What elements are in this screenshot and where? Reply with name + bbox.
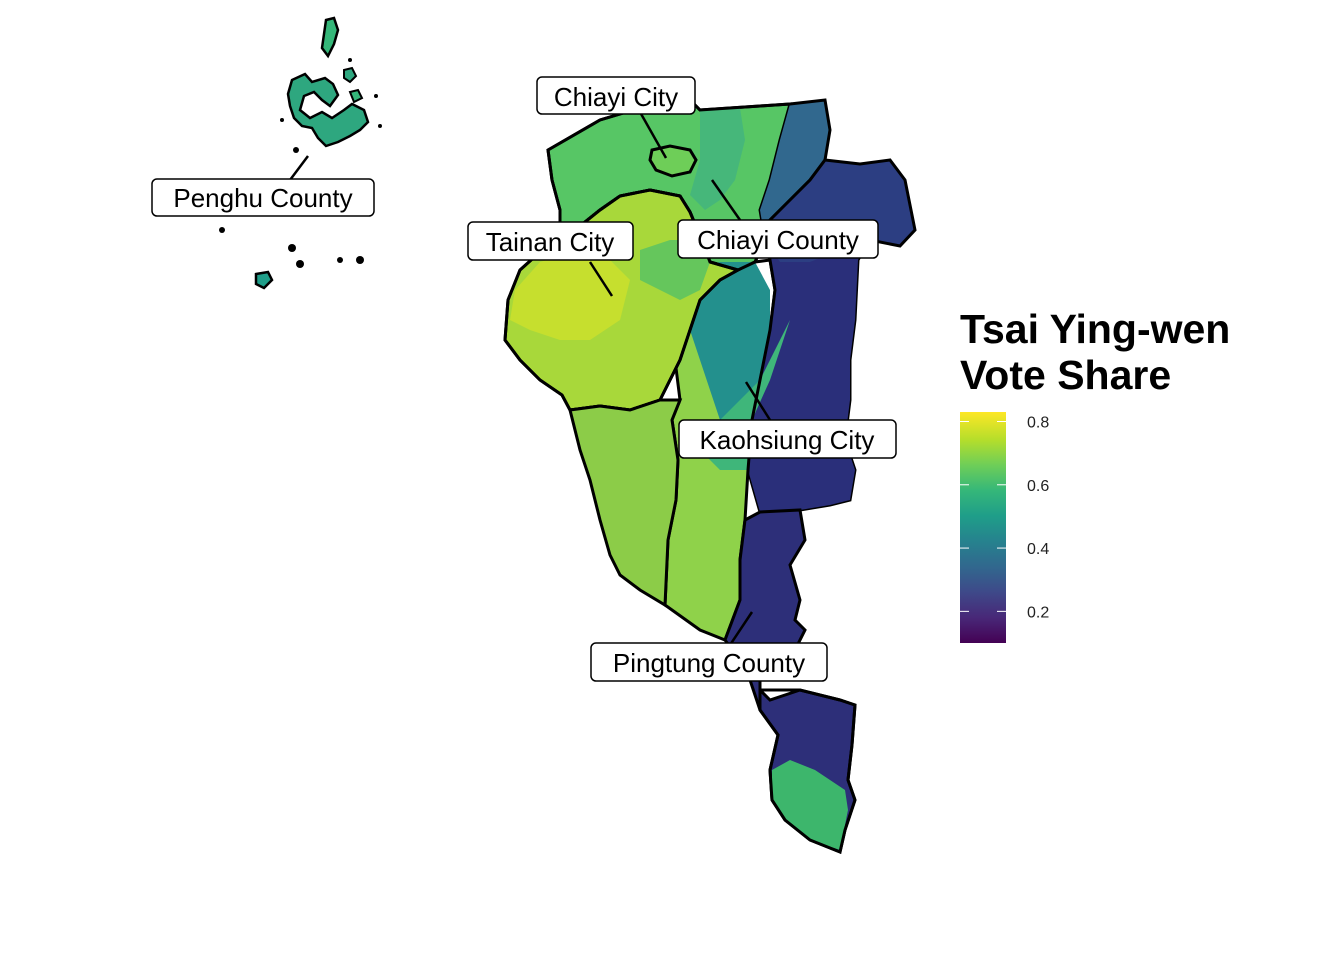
label-box <box>536 76 696 115</box>
legend-title: Tsai Ying-wen Vote Share <box>960 306 1290 398</box>
penghu-islet <box>356 256 364 264</box>
penghu-islet <box>280 118 284 122</box>
penghu-islet <box>219 227 225 233</box>
label-chiayi-county: Chiayi County <box>677 219 879 259</box>
leader-tainan <box>588 261 614 297</box>
penghu-islet <box>288 244 296 252</box>
leader-kaohsiung <box>744 381 772 421</box>
label-text: Penghu County <box>173 183 352 213</box>
label-chiayi-city: Chiayi City <box>536 76 696 115</box>
label-text: Chiayi City <box>554 82 678 112</box>
pingtung-tip-outline <box>758 688 857 855</box>
label-box <box>678 419 897 459</box>
leader-penghu <box>289 155 309 181</box>
penghu-islet <box>374 94 378 98</box>
label-penghu-county: Penghu County <box>151 178 375 217</box>
chiayi-city-region <box>648 144 698 178</box>
chiayi-county-east <box>760 100 830 240</box>
label-box <box>467 221 634 261</box>
penghu-south-islet <box>254 270 274 290</box>
label-text: Chiayi County <box>697 225 859 255</box>
tainan-yellow-zone <box>510 250 630 340</box>
tainan-outline <box>503 188 742 412</box>
penghu-islet <box>293 147 299 153</box>
pingtung-county-region <box>568 398 857 855</box>
kaohsiung-west-plain <box>665 300 748 640</box>
legend-title-line1: Tsai Ying-wen <box>960 306 1231 352</box>
chiayi-county-mid <box>690 108 745 210</box>
label-text: Tainan City <box>486 227 615 257</box>
label-text: Pingtung County <box>613 648 805 678</box>
penghu-islet <box>296 260 304 268</box>
label-box <box>677 219 879 259</box>
penghu-islet <box>343 66 358 84</box>
legend-tick-label: 0.6 <box>1027 478 1049 495</box>
label-text: Kaohsiung City <box>700 425 875 455</box>
label-pingtung-county: Pingtung County <box>590 642 828 682</box>
pingtung-southern-tip <box>772 760 848 850</box>
penghu-islet <box>348 88 364 104</box>
penghu-islet <box>378 124 382 128</box>
legend-tick-label: 0.2 <box>1027 604 1049 621</box>
legend-ticks: 0.2 0.4 0.6 0.8 <box>960 414 1049 621</box>
legend-title-line2: Vote Share <box>960 352 1172 398</box>
penghu-north-islets <box>320 16 340 59</box>
leader-pingtung <box>728 611 754 646</box>
penghu-islet <box>337 257 343 263</box>
penghu-main-island <box>286 72 370 148</box>
label-box <box>151 178 375 217</box>
leader-chiayi-county <box>710 179 742 221</box>
leader-lines <box>289 111 772 646</box>
label-box <box>590 642 828 682</box>
penghu-county-region <box>219 16 382 290</box>
penghu-islet <box>348 58 352 62</box>
legend-tick-label: 0.4 <box>1027 541 1049 558</box>
label-tainan-city: Tainan City <box>467 221 634 261</box>
label-kaohsiung-city: Kaohsiung City <box>678 419 897 459</box>
legend-colorbar: 0.2 0.4 0.6 0.8 <box>960 412 1049 643</box>
legend-tick-label: 0.8 <box>1027 414 1049 431</box>
pingtung-west-plain <box>568 398 683 608</box>
leader-chiayi-city <box>638 111 668 159</box>
legend-gradient-bar <box>960 412 1006 643</box>
